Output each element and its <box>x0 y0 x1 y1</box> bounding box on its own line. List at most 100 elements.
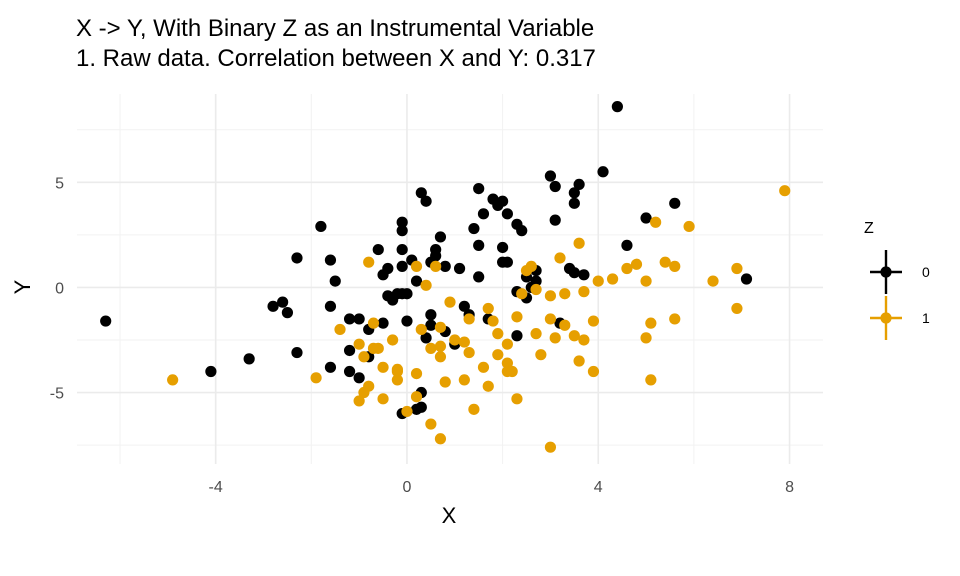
data-point-z1 <box>334 323 346 336</box>
data-point-z1 <box>372 342 384 354</box>
legend-label: 0 <box>922 264 930 280</box>
data-point-z0 <box>511 330 523 342</box>
data-point-z1 <box>463 313 475 325</box>
data-point-z1 <box>606 273 619 285</box>
data-point-z1 <box>358 386 370 399</box>
data-point-z0 <box>458 300 470 312</box>
data-point-z0 <box>425 319 437 331</box>
data-point-z0 <box>530 275 542 287</box>
data-point-z1 <box>377 361 389 373</box>
data-point-z0 <box>343 313 356 325</box>
data-point-z1 <box>506 365 518 378</box>
data-point-z1 <box>363 256 375 268</box>
data-point-z1 <box>410 391 423 403</box>
data-point-z0 <box>516 225 528 237</box>
data-point-z0 <box>396 216 408 228</box>
data-point-z1 <box>167 374 179 386</box>
data-point-z1 <box>401 405 413 418</box>
data-point-z0 <box>430 243 442 256</box>
data-point-z1 <box>621 262 633 275</box>
data-point-z1 <box>391 363 403 375</box>
data-point-z1 <box>511 311 523 323</box>
data-point-z1 <box>645 374 657 386</box>
data-point-z1 <box>353 338 365 350</box>
data-point-z0 <box>324 254 337 266</box>
legend-label: 1 <box>922 310 930 326</box>
data-point-z1 <box>544 313 557 325</box>
data-points <box>100 101 791 453</box>
data-point-z0 <box>372 243 384 256</box>
data-point-z1 <box>640 332 652 344</box>
data-point-z1 <box>559 288 571 300</box>
data-point-z1 <box>458 336 470 348</box>
data-point-z0 <box>621 239 633 251</box>
data-point-z1 <box>353 395 365 407</box>
data-point-z1 <box>449 334 461 346</box>
data-point-z1 <box>501 357 513 369</box>
legend-key-point <box>880 312 892 324</box>
data-point-z0 <box>573 178 585 190</box>
data-point-z0 <box>415 187 427 199</box>
data-point-z1 <box>530 328 542 340</box>
data-point-z0 <box>277 296 289 308</box>
data-point-z1 <box>544 290 557 302</box>
data-point-z0 <box>353 372 365 384</box>
data-point-z1 <box>430 260 442 272</box>
chart-title: X -> Y, With Binary Z as an Instrumental… <box>76 15 595 42</box>
data-point-z0 <box>477 208 490 220</box>
data-point-z0 <box>396 260 408 272</box>
data-point-z1 <box>554 252 566 264</box>
data-point-z1 <box>535 349 547 361</box>
grid-lines <box>77 94 823 464</box>
x-tick-label: -4 <box>209 479 223 496</box>
data-point-z0 <box>640 212 652 224</box>
data-point-z1 <box>444 296 456 308</box>
data-point-z0 <box>267 300 279 312</box>
title-block: X -> Y, With Binary Z as an Instrumental… <box>76 14 596 74</box>
data-point-z0 <box>243 353 255 365</box>
data-point-z1 <box>707 275 719 287</box>
data-point-z1 <box>458 374 470 386</box>
data-point-z0 <box>597 166 609 178</box>
data-point-z0 <box>420 332 432 344</box>
y-tick-label: 5 <box>55 175 64 192</box>
data-point-z1 <box>468 403 480 415</box>
data-point-z0 <box>410 275 423 287</box>
data-point-z0 <box>401 288 413 300</box>
data-point-z1 <box>525 260 537 272</box>
data-point-z1 <box>578 334 590 346</box>
data-point-z1 <box>410 260 423 272</box>
data-point-z0 <box>401 315 413 327</box>
data-point-z0 <box>205 365 217 378</box>
data-point-z1 <box>669 260 681 272</box>
data-point-z0 <box>473 239 485 251</box>
data-point-z0 <box>501 208 513 220</box>
legend-title: Z <box>864 220 874 237</box>
x-tick-label: 8 <box>785 479 794 496</box>
data-point-z0 <box>396 243 408 256</box>
data-point-z1 <box>487 315 499 327</box>
data-point-z1 <box>492 328 504 340</box>
chart-subtitle: 1. Raw data. Correlation between X and Y… <box>76 45 596 72</box>
data-point-z1 <box>511 393 523 405</box>
data-point-z0 <box>473 271 485 283</box>
data-point-z1 <box>463 346 475 359</box>
data-point-z0 <box>497 195 509 207</box>
data-point-z1 <box>779 185 791 197</box>
data-point-z0 <box>568 197 580 209</box>
data-point-z1 <box>645 317 657 329</box>
data-point-z0 <box>382 262 394 275</box>
data-point-z0 <box>324 361 337 373</box>
data-point-z1 <box>573 237 585 249</box>
data-point-z1 <box>358 351 370 363</box>
data-point-z1 <box>731 262 743 275</box>
data-point-z0 <box>281 307 294 319</box>
data-point-z0 <box>669 197 681 209</box>
data-point-z1 <box>640 275 652 287</box>
data-point-z1 <box>377 393 389 405</box>
data-point-z1 <box>391 374 403 386</box>
x-axis-ticks: -4 0 4 8 <box>209 479 795 496</box>
data-point-z1 <box>587 365 600 378</box>
data-point-z1 <box>530 283 542 296</box>
